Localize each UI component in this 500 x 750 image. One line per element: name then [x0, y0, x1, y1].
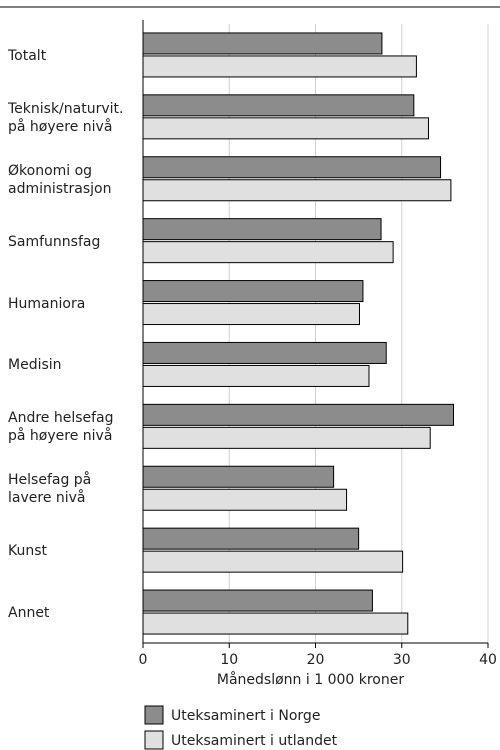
bar [142, 218, 382, 241]
legend-swatch [144, 730, 164, 750]
category-label: Totalt [8, 47, 47, 64]
bar [142, 241, 394, 264]
legend-label: Uteksaminert i Norge [171, 708, 320, 724]
category-label: Samfunnsfag [8, 233, 101, 250]
legend-label: Uteksaminert i utlandet [171, 733, 338, 749]
category-label: Andre helsefag på høyere nivå [8, 410, 114, 445]
bar [142, 403, 454, 426]
category-label: Medisin [8, 357, 62, 374]
category-label: Helsefag på lavere nivå [8, 472, 92, 507]
x-tick-label: 40 [479, 652, 497, 668]
bar [142, 32, 383, 55]
bar [142, 280, 364, 303]
bar [142, 94, 415, 117]
bar [142, 156, 442, 179]
bar [142, 465, 335, 488]
bar [142, 550, 404, 573]
x-tick-label: 0 [139, 652, 148, 668]
category-label: Økonomi og administrasjon [8, 162, 112, 197]
bar [142, 303, 360, 326]
legend-swatch [144, 705, 164, 725]
x-tick-label: 30 [393, 652, 411, 668]
bar [142, 179, 452, 202]
bar [142, 55, 417, 78]
bar [142, 612, 409, 635]
x-axis-label: Månedslønn i 1 000 kroner [217, 671, 404, 688]
category-label: Teknisk/naturvit. på høyere nivå [8, 100, 124, 135]
category-label: Annet [8, 605, 50, 622]
x-tick-label: 20 [307, 652, 325, 668]
bar [142, 589, 373, 612]
bar [142, 527, 360, 550]
bar [142, 341, 387, 364]
bar [142, 364, 370, 387]
category-label: Humaniora [8, 295, 86, 312]
bar [142, 426, 431, 449]
bar [142, 488, 348, 511]
category-label: Kunst [8, 543, 48, 560]
x-tick-label: 10 [220, 652, 238, 668]
bar [142, 117, 429, 140]
